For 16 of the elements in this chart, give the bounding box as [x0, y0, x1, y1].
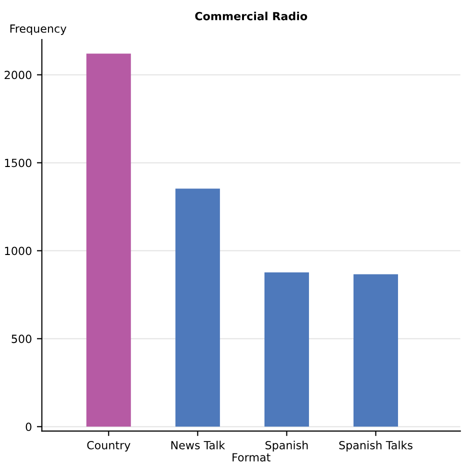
x-tick-label: Spanish Talks [339, 440, 412, 452]
y-tick-label: 1500 [5, 158, 32, 168]
y-tick-label: 0 [26, 422, 32, 432]
y-axis-title: Frequency [10, 24, 66, 35]
y-tick-label: 2000 [4, 70, 32, 80]
x-tick-label: News Talk [171, 440, 226, 450]
x-tick-label: Spanish [266, 440, 308, 452]
x-tick-label: Country [87, 440, 130, 452]
bar [354, 274, 398, 427]
bar [175, 188, 220, 427]
y-tick-label: 1000 [5, 246, 32, 256]
y-tick-label: 500 [12, 334, 32, 344]
bar [264, 272, 309, 427]
x-axis-title: Format [232, 453, 270, 462]
chart-title: Commercial Radio [195, 12, 308, 20]
bar [86, 54, 131, 427]
